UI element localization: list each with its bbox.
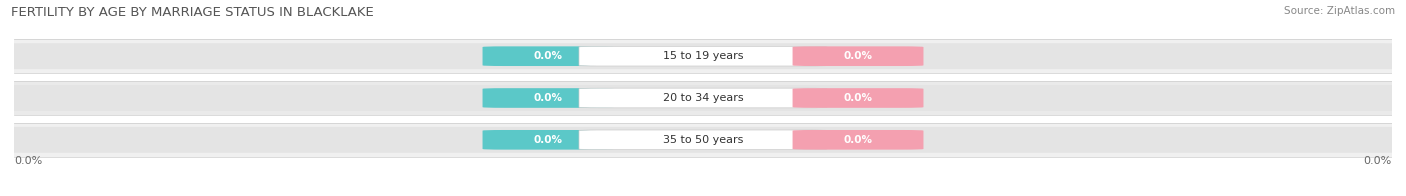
Text: 0.0%: 0.0% bbox=[844, 51, 873, 61]
Bar bbox=[14, 81, 1392, 115]
Text: 0.0%: 0.0% bbox=[533, 51, 562, 61]
Text: 0.0%: 0.0% bbox=[844, 93, 873, 103]
Text: 0.0%: 0.0% bbox=[1364, 156, 1392, 166]
FancyBboxPatch shape bbox=[793, 46, 924, 66]
Text: Source: ZipAtlas.com: Source: ZipAtlas.com bbox=[1284, 6, 1395, 16]
FancyBboxPatch shape bbox=[793, 130, 924, 150]
Text: 0.0%: 0.0% bbox=[844, 135, 873, 145]
FancyBboxPatch shape bbox=[793, 88, 924, 108]
FancyBboxPatch shape bbox=[482, 46, 613, 66]
FancyBboxPatch shape bbox=[0, 43, 1406, 69]
FancyBboxPatch shape bbox=[482, 88, 613, 108]
Text: 20 to 34 years: 20 to 34 years bbox=[662, 93, 744, 103]
FancyBboxPatch shape bbox=[579, 46, 827, 66]
Bar bbox=[14, 123, 1392, 157]
Text: 35 to 50 years: 35 to 50 years bbox=[662, 135, 744, 145]
FancyBboxPatch shape bbox=[482, 130, 613, 150]
FancyBboxPatch shape bbox=[0, 127, 1406, 153]
Text: 0.0%: 0.0% bbox=[533, 93, 562, 103]
Text: 15 to 19 years: 15 to 19 years bbox=[662, 51, 744, 61]
Bar bbox=[14, 39, 1392, 73]
Text: FERTILITY BY AGE BY MARRIAGE STATUS IN BLACKLAKE: FERTILITY BY AGE BY MARRIAGE STATUS IN B… bbox=[11, 6, 374, 19]
Text: 0.0%: 0.0% bbox=[14, 156, 42, 166]
FancyBboxPatch shape bbox=[579, 130, 827, 150]
Text: 0.0%: 0.0% bbox=[533, 135, 562, 145]
FancyBboxPatch shape bbox=[579, 88, 827, 108]
FancyBboxPatch shape bbox=[0, 85, 1406, 111]
